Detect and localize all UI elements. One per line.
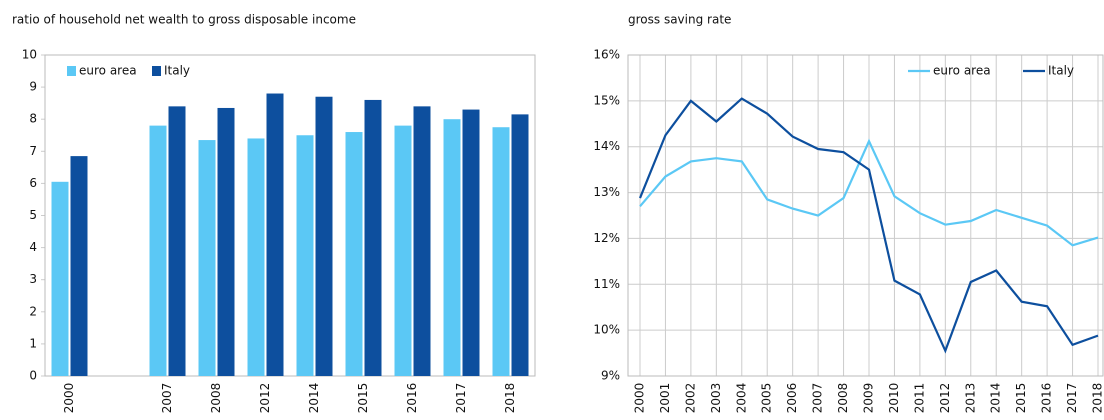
x-tick-label: 2015 xyxy=(1014,383,1028,414)
chart-title: ratio of household net wealth to gross d… xyxy=(12,13,356,27)
x-tick-label: 2009 xyxy=(862,383,876,414)
y-tick-label: 7 xyxy=(29,144,37,158)
legend-label: Italy xyxy=(1048,64,1074,78)
x-tick-label: 2008 xyxy=(209,383,223,414)
y-tick-label: 12% xyxy=(593,231,620,245)
y-tick-label: 9 xyxy=(29,80,37,94)
bar xyxy=(247,138,265,376)
x-tick-label: 2000 xyxy=(633,383,647,414)
bar xyxy=(443,119,461,376)
bar xyxy=(198,140,216,376)
legend-swatch xyxy=(67,66,76,76)
y-tick-label: 2 xyxy=(29,304,37,318)
x-tick-label: 2004 xyxy=(734,383,748,414)
x-tick-label: 2010 xyxy=(887,383,901,414)
y-tick-label: 1 xyxy=(29,336,37,350)
bar xyxy=(149,125,167,377)
bar xyxy=(511,114,529,376)
bar xyxy=(315,96,333,376)
bar xyxy=(462,109,480,376)
x-tick-label: 2007 xyxy=(811,383,825,414)
y-tick-label: 0 xyxy=(29,369,37,383)
line xyxy=(638,97,1099,354)
x-tick-label: 2014 xyxy=(989,383,1003,414)
y-tick-label: 3 xyxy=(29,272,37,286)
x-tick-label: 2000 xyxy=(62,383,76,414)
legend-label: euro area xyxy=(933,64,991,78)
chart-title: gross saving rate xyxy=(628,13,731,27)
x-tick-label: 2011 xyxy=(912,383,926,414)
x-tick-label: 2013 xyxy=(963,383,977,414)
x-tick-label: 2017 xyxy=(454,383,468,414)
legend-swatch xyxy=(152,66,161,76)
bar xyxy=(217,107,235,376)
x-tick-label: 2018 xyxy=(1091,383,1104,414)
y-tick-label: 8 xyxy=(29,112,37,126)
bar xyxy=(70,156,88,376)
bar xyxy=(168,106,186,377)
x-tick-label: 2018 xyxy=(503,383,517,414)
x-tick-label: 2003 xyxy=(709,383,723,414)
x-tick-label: 2007 xyxy=(160,383,174,414)
x-tick-label: 2008 xyxy=(836,383,850,414)
line xyxy=(639,138,1099,247)
y-tick-label: 4 xyxy=(29,240,37,254)
bar xyxy=(296,135,314,376)
bar xyxy=(266,93,284,377)
x-tick-label: 2001 xyxy=(658,383,672,414)
y-tick-label: 13% xyxy=(593,185,620,199)
x-tick-label: 2012 xyxy=(258,383,272,414)
x-tick-label: 2005 xyxy=(760,383,774,414)
x-tick-label: 2017 xyxy=(1065,383,1079,414)
y-tick-label: 16% xyxy=(593,48,620,62)
legend-label: euro area xyxy=(79,64,137,78)
y-tick-label: 14% xyxy=(593,139,620,153)
x-tick-label: 2016 xyxy=(405,383,419,414)
y-tick-label: 5 xyxy=(29,208,37,222)
bar xyxy=(492,127,510,376)
x-tick-label: 2014 xyxy=(307,383,321,414)
x-tick-label: 2015 xyxy=(356,383,370,414)
plot-frame xyxy=(44,54,536,377)
bar xyxy=(364,99,382,376)
y-tick-label: 10 xyxy=(22,48,37,62)
y-tick-label: 9% xyxy=(601,369,620,383)
y-tick-label: 6 xyxy=(29,176,37,190)
bar xyxy=(394,125,412,377)
legend-label: Italy xyxy=(164,64,190,78)
plot-frame xyxy=(627,54,1104,377)
bar xyxy=(345,132,363,376)
y-tick-label: 11% xyxy=(593,277,620,291)
x-tick-label: 2016 xyxy=(1040,383,1054,414)
x-tick-label: 2012 xyxy=(938,383,952,414)
bar xyxy=(413,106,431,377)
y-tick-label: 15% xyxy=(593,93,620,107)
y-tick-label: 10% xyxy=(593,323,620,337)
x-tick-label: 2006 xyxy=(785,383,799,414)
bar xyxy=(51,181,69,376)
x-tick-label: 2002 xyxy=(683,383,697,414)
